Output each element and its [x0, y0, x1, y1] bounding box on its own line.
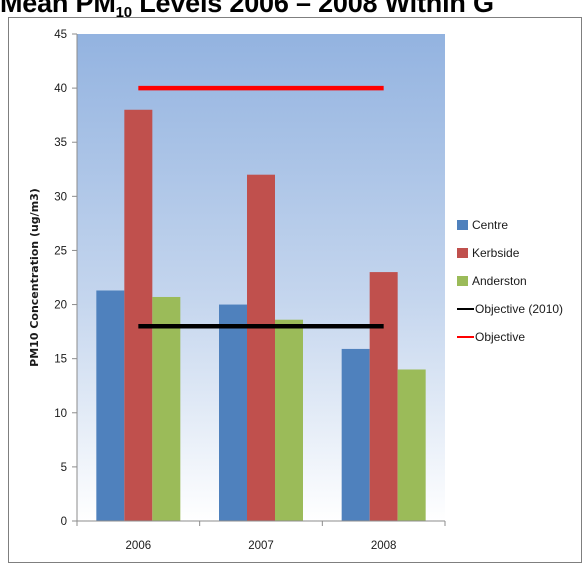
y-tick-label: 45: [54, 29, 67, 41]
legend-label-objective-2010-: Objective (2010): [475, 302, 563, 316]
y-axis-label: PM10 Concentration (ug/m3): [28, 188, 41, 367]
bar-anderston-2007: [275, 319, 303, 521]
legend-label-objective: Objective: [475, 330, 525, 344]
chart-title-suffix: Levels 2006 – 2008 Within G: [131, 0, 494, 18]
bar-centre-2007: [219, 304, 247, 521]
y-tick-label: 5: [61, 462, 67, 474]
chart-title-prefix: Mean PM: [0, 0, 116, 18]
bar-kerbside-2007: [247, 174, 275, 521]
bar-kerbside-2008: [369, 272, 398, 521]
x-tick-label: 2008: [371, 540, 397, 552]
chart-title: Mean PM10 Levels 2006 – 2008 Within G: [0, 0, 494, 21]
y-tick-label: 10: [54, 408, 67, 420]
y-tick-label: 15: [54, 354, 67, 366]
legend-swatch-kerbside: [457, 248, 468, 258]
y-tick-label: 35: [54, 137, 67, 149]
legend-swatch-anderston: [457, 276, 468, 286]
y-tick-label: 20: [54, 300, 67, 312]
x-tick-label: 2007: [248, 540, 274, 552]
legend-swatch-centre: [457, 220, 468, 230]
y-tick-label: 25: [54, 245, 67, 257]
legend-label-anderston: Anderston: [472, 274, 527, 288]
bar-anderston-2006: [152, 296, 181, 521]
y-tick-label: 40: [54, 83, 67, 95]
legend-label-centre: Centre: [472, 218, 508, 232]
y-tick-label: 0: [61, 516, 67, 528]
bar-centre-2006: [96, 290, 125, 521]
x-tick-label: 2006: [126, 540, 152, 552]
bar-centre-2008: [341, 348, 370, 521]
bar-anderston-2008: [397, 369, 426, 521]
chart-title-subscript: 10: [115, 4, 133, 21]
bar-kerbside-2006: [124, 109, 153, 521]
legend-label-kerbside: Kerbside: [472, 246, 520, 260]
y-tick-label: 30: [54, 191, 67, 203]
